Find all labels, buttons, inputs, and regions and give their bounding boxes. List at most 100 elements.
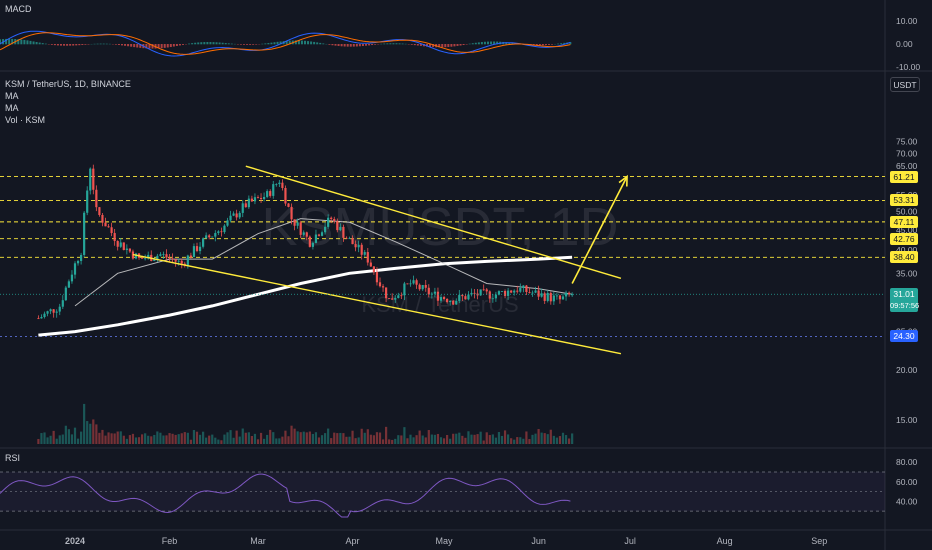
macd-hist-bar — [270, 42, 273, 45]
price-tick-label: 45.00 — [896, 225, 918, 235]
volume-bar — [571, 433, 574, 444]
volume-bar — [253, 433, 257, 444]
macd-hist-bar — [371, 44, 374, 46]
macd-hist-bar — [20, 39, 23, 45]
volume-bar — [555, 437, 558, 444]
candle-body — [40, 317, 43, 319]
candle-body — [110, 227, 113, 234]
macd-title: MACD — [5, 4, 32, 14]
volume-bar — [479, 431, 482, 444]
volume-bar — [211, 434, 214, 444]
volume-bar — [360, 428, 363, 444]
volume-bar — [232, 437, 235, 444]
macd-hist-bar — [511, 42, 514, 45]
macd-hist-bar — [124, 44, 127, 46]
volume-bar — [424, 437, 427, 444]
candle-body — [250, 198, 253, 202]
volume-bar — [528, 439, 531, 444]
candle-body — [141, 257, 144, 259]
macd-hist-bar — [392, 43, 395, 45]
volume-bar — [491, 434, 494, 444]
volume-bar — [345, 436, 348, 444]
volume-bar — [147, 435, 150, 444]
ma-slow-line — [38, 255, 573, 337]
rsi-tick-label: 60.00 — [896, 477, 918, 487]
ma1-legend[interactable]: MA — [5, 91, 19, 101]
volume-bar — [214, 437, 217, 444]
candle-body — [366, 252, 369, 263]
volume-bar — [320, 435, 324, 444]
candle-body — [159, 254, 162, 256]
macd-hist-bar — [544, 44, 547, 46]
macd-hist-bar — [401, 43, 404, 45]
macd-hist-bar — [355, 44, 358, 47]
volume-bar — [494, 437, 497, 444]
volume-bar — [49, 435, 52, 444]
candle-body — [144, 258, 147, 260]
macd-hist-bar — [349, 44, 352, 47]
candle-body — [516, 290, 519, 292]
rsi-band — [0, 472, 885, 512]
candle-body — [357, 244, 360, 248]
candle-body — [473, 292, 476, 294]
volume-bar — [525, 431, 528, 444]
volume-bar — [363, 432, 366, 444]
candle-body — [128, 248, 131, 252]
macd-hist-bar — [75, 44, 78, 46]
macd-hist-bar — [78, 44, 81, 46]
volume-bar — [43, 432, 46, 444]
macd-hist-bar — [386, 43, 389, 45]
volume-bar — [339, 432, 342, 444]
volume-bar — [418, 430, 421, 444]
volume-bar — [70, 434, 74, 444]
volume-legend[interactable]: Vol · KSM — [5, 115, 46, 125]
candle-body — [381, 286, 385, 288]
macd-hist-bar — [316, 42, 319, 45]
volume-bar — [113, 433, 116, 444]
candle-body — [354, 244, 357, 248]
ma2-legend[interactable]: MA — [5, 103, 19, 113]
candle-body — [339, 226, 342, 231]
macd-hist-bar — [444, 44, 447, 48]
candle-body — [363, 252, 366, 255]
projection-arrow-shaft — [571, 176, 628, 284]
macd-hist-bar — [0, 39, 1, 45]
macd-hist-bar — [169, 44, 172, 48]
currency-badge[interactable]: USDT — [890, 77, 920, 92]
time-tick-label: Jul — [624, 536, 636, 546]
macd-hist-bar — [380, 43, 383, 45]
volume-bar — [156, 431, 159, 444]
volume-bar — [357, 437, 360, 444]
macd-hist-bar — [300, 40, 303, 45]
rsi-tick-label: 40.00 — [896, 496, 918, 506]
candle-body — [467, 294, 470, 300]
macd-hist-bar — [72, 44, 75, 46]
macd-hist-bar — [459, 44, 462, 46]
volume-bar — [449, 438, 452, 444]
candle-body — [232, 213, 235, 216]
current-price-value: 31.01 — [893, 289, 915, 300]
macd-hist-bar — [121, 44, 123, 46]
macd-hist-bar — [56, 44, 59, 46]
volume-bar — [372, 435, 375, 444]
macd-hist-bar — [453, 44, 456, 47]
volume-bar — [507, 434, 510, 444]
candle-body — [70, 274, 74, 282]
macd-hist-bar — [38, 42, 41, 45]
volume-bar — [202, 431, 205, 444]
symbol-title[interactable]: KSM / TetherUS, 1D, BINANCE — [5, 79, 131, 89]
macd-hist-bar — [66, 44, 69, 46]
candle-body — [418, 284, 421, 290]
time-tick-label: Jun — [531, 536, 546, 546]
volume-bar — [293, 428, 296, 444]
volume-bar — [162, 435, 165, 444]
candle-body — [107, 226, 110, 228]
level-pill: 47.11 — [890, 215, 918, 228]
macd-tick-label: 10.00 — [896, 16, 918, 26]
volume-bar — [342, 433, 345, 444]
macd-hist-bar — [160, 44, 163, 49]
macd-legend: MACD — [5, 3, 32, 15]
volume-bar — [76, 438, 80, 444]
candle-body — [92, 168, 95, 190]
